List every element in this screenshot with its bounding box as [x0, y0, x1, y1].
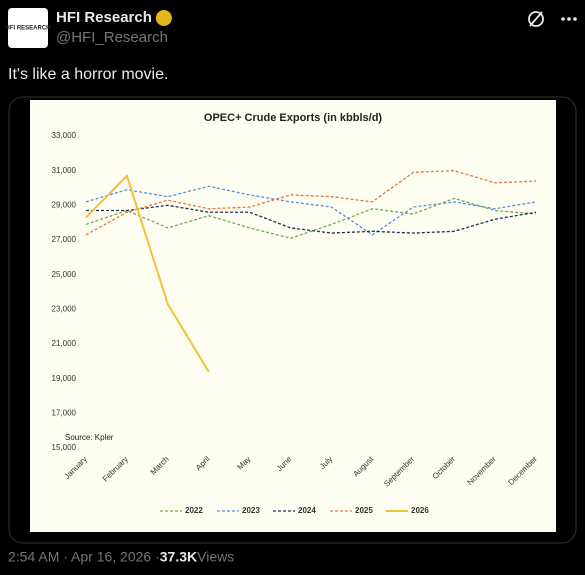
chart-background	[30, 100, 556, 532]
legend-label: 2025	[355, 506, 373, 515]
legend-label: 2024	[298, 506, 316, 515]
y-tick-label: 33,000	[52, 131, 77, 140]
source: Source: Kpler	[65, 433, 114, 442]
legend-item: 2024	[273, 506, 316, 515]
verified-badge	[155, 10, 172, 26]
legend-item: 2023	[217, 506, 260, 515]
legend-item: 2022	[160, 506, 203, 515]
y-tick-label: 19,000	[52, 374, 77, 383]
y-tick-label: 23,000	[52, 304, 77, 313]
y-tick-label: 29,000	[52, 200, 77, 209]
y-tick-label: 31,000	[52, 166, 77, 175]
timestamp: 2:54 AM · Apr 16, 2026 ·	[8, 549, 160, 565]
legend-item: 2025	[330, 506, 373, 515]
chart-title: OPEC+ Crude Exports (in kbbls/d)	[204, 112, 383, 124]
series-line	[86, 204, 537, 234]
legend-label: 2023	[242, 506, 260, 515]
author-name[interactable]: HFI Research	[56, 9, 152, 26]
handle[interactable]: @HFI_Research	[56, 29, 168, 46]
series-line	[85, 170, 537, 236]
series-line	[85, 185, 537, 236]
grok-icon[interactable]	[528, 11, 544, 27]
legend-label: 2026	[411, 506, 429, 515]
legend-item: 2026	[386, 506, 429, 515]
y-tick-label: 21,000	[52, 339, 77, 348]
y-tick-label: 25,000	[52, 270, 77, 279]
series-line	[85, 173, 210, 373]
avatar-text: HFI RESEARCH	[5, 26, 50, 32]
avatar[interactable]	[8, 8, 48, 48]
views-label: Views	[197, 549, 234, 565]
more-icon[interactable]	[561, 17, 577, 21]
y-tick-label: 27,000	[52, 235, 77, 244]
legend-label: 2022	[185, 506, 203, 515]
views-count: 37.3K	[160, 549, 197, 565]
y-tick-label: 17,000	[52, 408, 77, 417]
y-tick-label: 15,000	[52, 443, 77, 452]
series-line	[85, 197, 537, 239]
tweet-text: It's like a horror movie.	[8, 66, 168, 83]
grok-icon-slash	[529, 11, 543, 27]
